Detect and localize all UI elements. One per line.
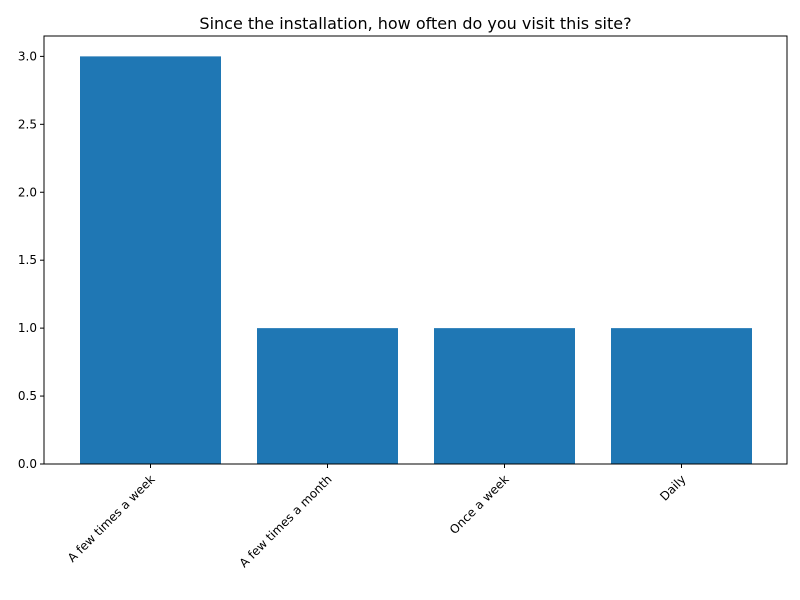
y-axis-ticks: 0.0 0.5 1.0 1.5 2.0 2.5 3.0 [18,49,44,471]
y-tick-label: 0.0 [18,457,37,471]
x-tick-label: A few times a month [237,472,335,570]
x-tick-label: A few times a week [65,472,158,565]
y-tick-label: 1.0 [18,321,37,335]
plot-frame [43,35,788,465]
y-tick-label: 3.0 [18,49,37,63]
chart-title: Since the installation, how often do you… [199,14,631,33]
bar [257,328,398,464]
x-axis-ticks: A few times a week A few times a month Onc… [65,464,689,570]
y-tick-label: 2.5 [18,117,37,131]
y-tick-label: 1.5 [18,253,37,267]
bars [80,56,752,464]
bar [80,56,221,464]
bar [611,328,752,464]
y-tick-label: 0.5 [18,389,37,403]
bar [434,328,575,464]
x-tick-label: Daily [657,472,688,503]
x-tick-label: Once a week [447,472,512,537]
y-tick-label: 2.0 [18,185,37,199]
